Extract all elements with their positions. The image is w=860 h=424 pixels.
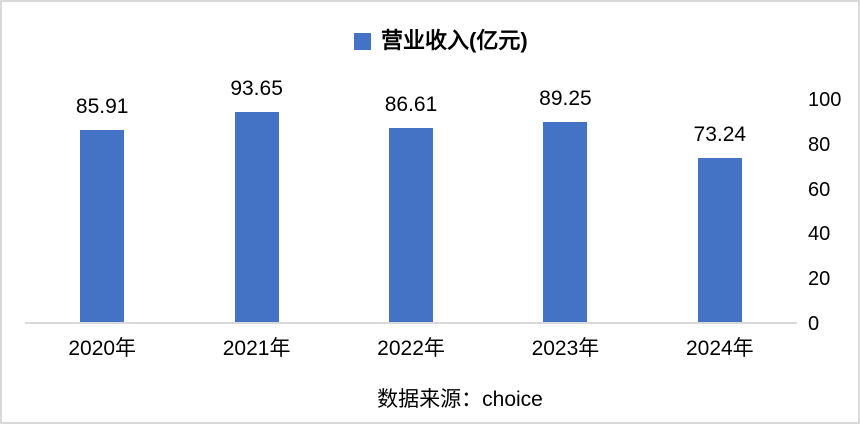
bar-value-label: 93.65 — [230, 77, 283, 100]
bar-column: 85.91 — [25, 96, 179, 322]
y-tick-label: 20 — [808, 268, 831, 291]
y-tick-label: 0 — [808, 313, 820, 335]
bar — [80, 130, 125, 322]
bar — [697, 158, 742, 322]
bar-column: 89.25 — [488, 88, 642, 322]
y-tick-label: 40 — [808, 223, 831, 246]
x-axis-label: 2023年 — [531, 337, 600, 360]
plot-area: 85.91 93.65 86.61 89.25 73.24 — [25, 78, 797, 324]
y-tick-label: 60 — [808, 178, 831, 201]
bar — [543, 122, 588, 322]
legend-label: 营业收入(亿元) — [381, 28, 528, 53]
x-axis-labels: 2020年 2021年 2022年 2023年 2024年 — [25, 336, 797, 361]
bar-column: 73.24 — [643, 100, 797, 322]
bar-value-label: 85.91 — [75, 95, 129, 118]
bar — [234, 112, 279, 322]
legend: 营业收入(亿元) — [354, 28, 528, 53]
bar-value-label: 89.25 — [539, 87, 592, 110]
y-tick-label: 80 — [808, 133, 831, 156]
legend-swatch-icon — [354, 32, 371, 50]
bar-column: 86.61 — [334, 94, 488, 322]
bar-value-label: 73.24 — [693, 123, 747, 146]
x-axis-label: 2024年 — [685, 337, 754, 360]
y-tick-label: 100 — [808, 89, 842, 111]
x-axis-label: 2021年 — [222, 337, 291, 360]
bar — [389, 128, 434, 322]
x-axis-label: 2022年 — [377, 337, 445, 360]
x-axis-label: 2020年 — [68, 337, 137, 360]
bar-column: 93.65 — [179, 78, 333, 322]
bar-value-label: 86.61 — [384, 93, 438, 116]
source-line: 数据来源：choice — [377, 388, 543, 411]
